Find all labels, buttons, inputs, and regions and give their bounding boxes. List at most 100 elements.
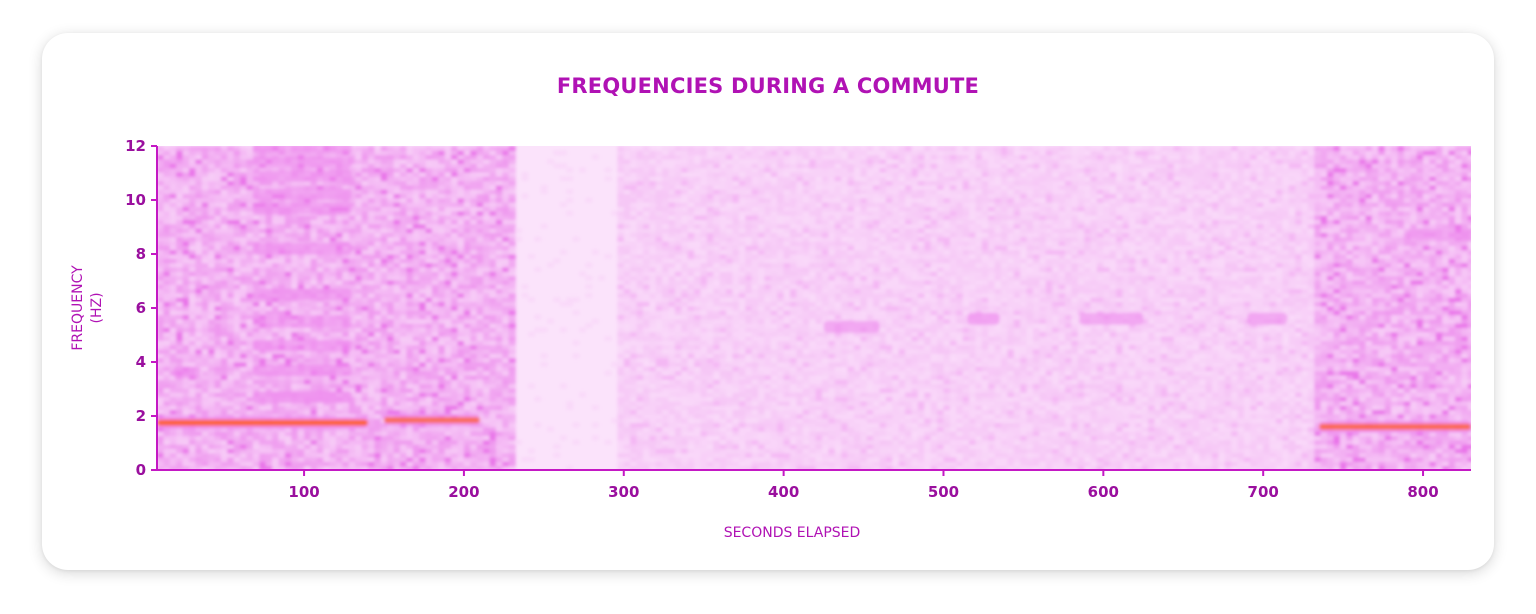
heatmap-cell [220,375,228,380]
heatmap-cell [368,184,375,190]
heatmap-cell [361,379,369,385]
heatmap-cell [355,383,363,389]
heatmap-cell [348,383,356,389]
heatmap-cell [342,431,350,436]
heatmap-cell [412,383,420,389]
heatmap-cell [419,262,427,268]
heatmap-cell [368,340,375,346]
heatmap-cell [611,210,618,216]
heatmap-cell [655,327,663,333]
heatmap-cell [259,331,267,337]
heatmap-cell [220,241,228,246]
heatmap-cell [246,457,254,462]
heatmap-cell [400,336,407,341]
heatmap-cell [425,331,433,337]
heatmap-cell [176,267,184,272]
heatmap-cell [252,271,260,277]
heatmap-cell [655,301,663,307]
heatmap-cell [195,431,203,436]
heatmap-cell [176,314,184,320]
heatmap-cell [233,387,241,393]
heatmap-cell [387,400,395,406]
heatmap-cell [643,383,650,389]
heatmap-cell [329,413,337,419]
heatmap-cell [157,271,164,277]
heatmap-cell [495,349,503,354]
heatmap-cell [463,223,471,229]
heatmap-cell [630,366,638,372]
heatmap-cell [393,202,401,208]
heatmap-cell [483,271,491,277]
heatmap-cell [182,159,190,164]
heatmap-cell [400,383,407,389]
heatmap-cell [508,267,516,272]
heatmap-cell [655,210,663,216]
heatmap-cell [476,370,484,376]
heatmap-cell [470,271,478,277]
heatmap-cell [451,167,459,173]
heatmap-cell [655,279,663,285]
heatmap-cell [662,288,670,294]
heatmap-cell [284,301,292,307]
heatmap-cell [220,249,228,255]
heatmap-cell [566,167,574,173]
heatmap-cell [323,357,331,363]
heatmap-cell [630,379,638,385]
heatmap-cell [502,258,510,264]
heatmap-cell [201,154,209,160]
heatmap-cell [636,223,644,229]
heatmap-cell [259,305,267,311]
heatmap-cell [214,202,222,208]
heatmap-cell [668,422,676,428]
heatmap-cell [438,206,446,212]
heatmap-cell [668,353,676,359]
heatmap-cell [412,206,420,212]
heatmap-cell [374,413,382,419]
heatmap-cell [169,258,177,264]
heatmap-cell [476,340,484,346]
heatmap-cell [655,202,663,208]
heatmap-cell [233,146,241,151]
heatmap-cell [502,323,510,328]
heatmap-cell [387,279,395,285]
heatmap-cell [291,305,299,311]
heatmap-cell [412,258,420,264]
heatmap-cell [419,444,427,449]
heatmap-cell [355,409,363,415]
heatmap-cell [476,413,484,419]
heatmap-cell [438,254,446,259]
heatmap-cell [220,193,228,199]
heatmap-cell [668,405,676,411]
heatmap-cell [412,249,420,255]
heatmap-cell [400,267,407,272]
heatmap-cell [355,353,363,359]
heatmap-cell [425,387,433,393]
heatmap-cell [246,379,254,385]
heatmap-cell [643,323,650,328]
heatmap-cell [662,275,670,281]
heatmap-cell [291,413,299,419]
heatmap-cell [310,387,318,393]
heatmap-cell [431,180,439,186]
heatmap-cell [457,215,465,220]
heatmap-cell [259,336,267,341]
heatmap-cell [412,189,420,195]
heatmap-cell [169,150,177,156]
heatmap-cell [227,305,235,311]
heatmap-cell [233,357,241,363]
heatmap-cell [201,202,209,208]
heatmap-cell [495,279,503,285]
heatmap-cell [617,413,625,419]
heatmap-cell [214,400,222,406]
heatmap-cell [668,288,676,294]
heatmap-cell [662,327,670,333]
heatmap-cell [297,258,305,264]
heatmap-cell [201,457,209,462]
heatmap-cell [329,254,337,259]
heatmap-cell [348,370,356,376]
heatmap-cell [649,452,657,458]
heatmap-cell [272,387,280,393]
heatmap-cell [495,171,503,177]
heatmap-cell [668,232,676,238]
heatmap-cell [419,400,427,406]
